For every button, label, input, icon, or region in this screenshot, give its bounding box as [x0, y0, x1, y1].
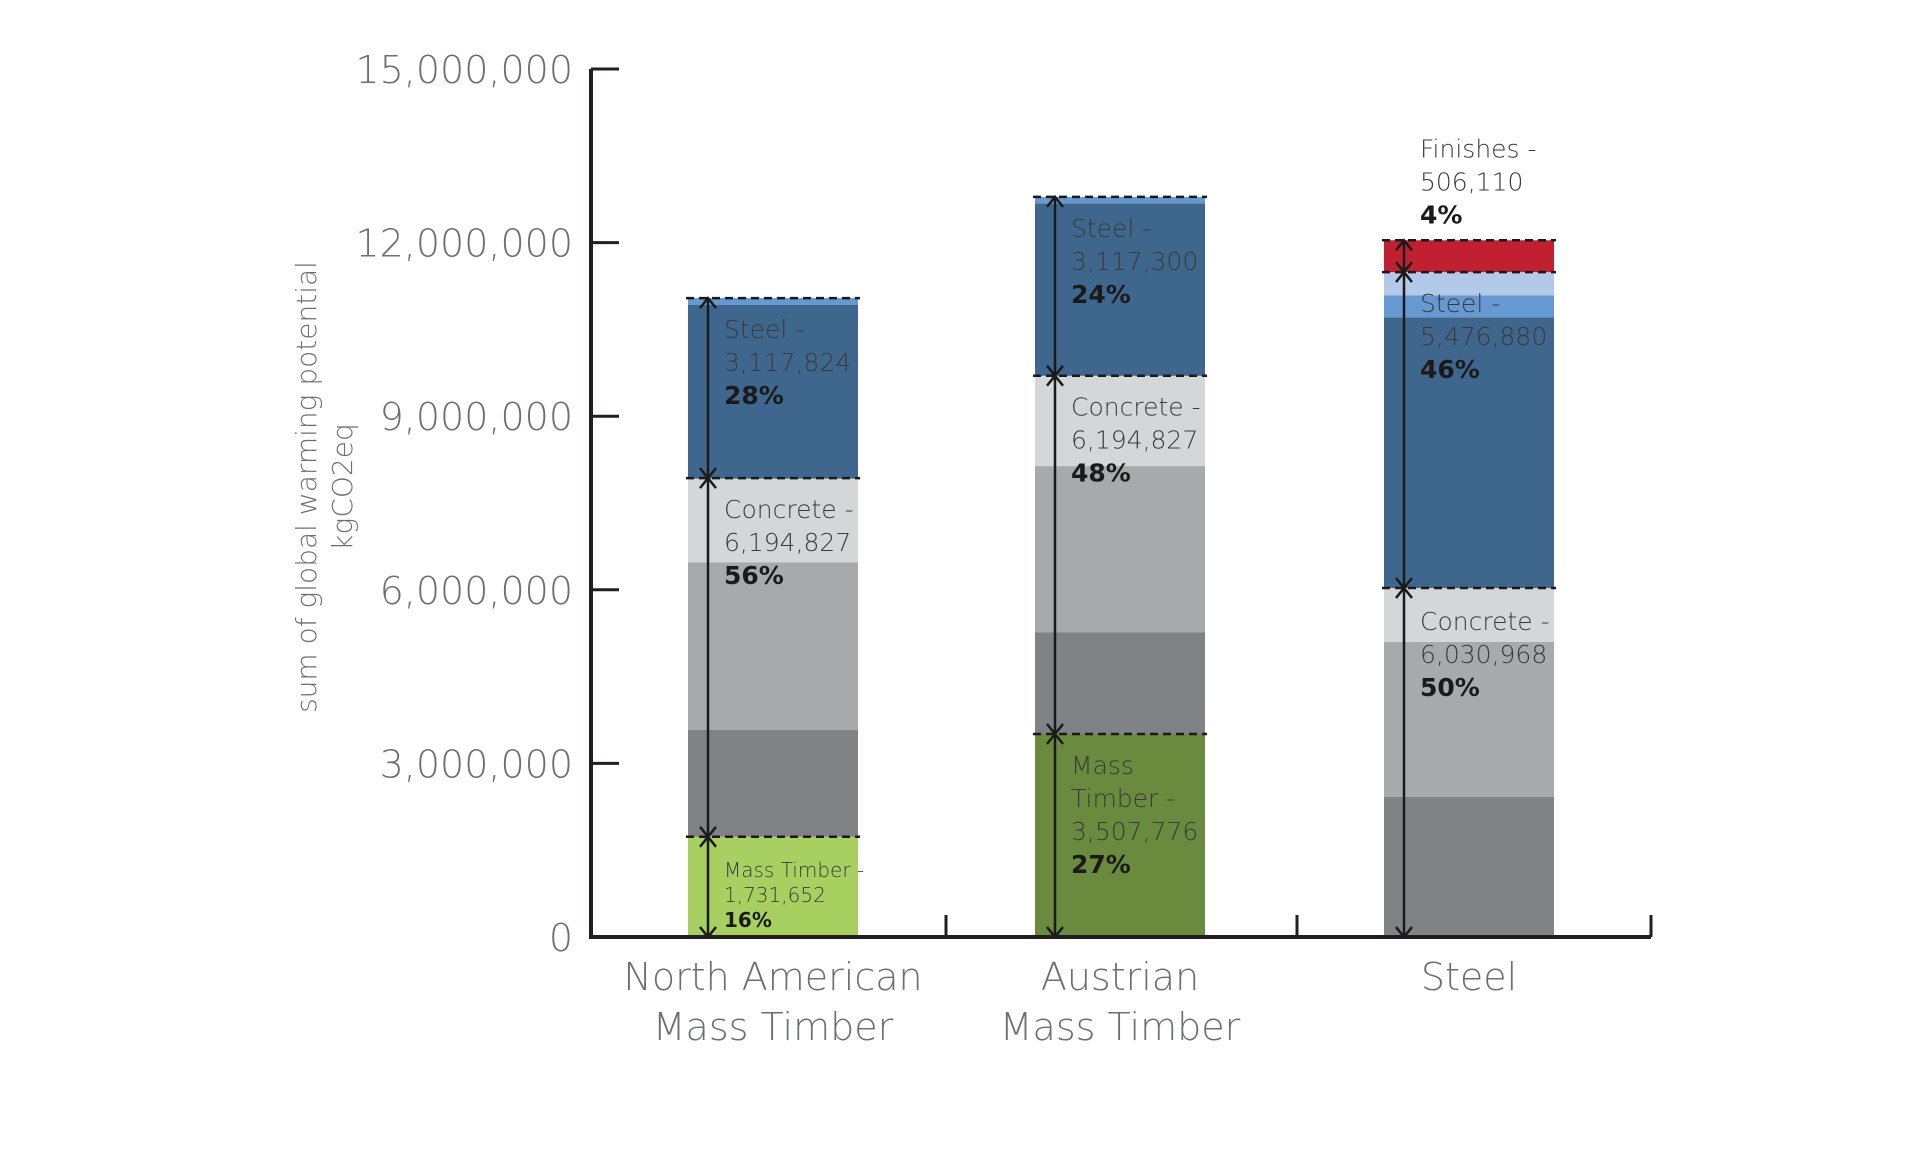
annotation-percent: 50%: [1420, 673, 1480, 702]
x-category-label: Mass Timber: [1000, 1005, 1241, 1049]
annotation-label: Concrete -: [1420, 607, 1550, 636]
x-category-label: Austrian: [1041, 955, 1199, 999]
annotation-percent: 16%: [724, 908, 772, 932]
bar-segment: [1384, 317, 1554, 589]
bar-segment: [1035, 203, 1205, 376]
arrow-head: [699, 467, 717, 481]
bar-segment: [1035, 197, 1205, 204]
bar-segment: [688, 478, 858, 563]
y-tick-label: 3,000,000: [380, 742, 573, 786]
y-tick-label: 15,000,000: [355, 48, 573, 92]
annotation-label: Mass: [1071, 751, 1134, 780]
arrow-head: [1046, 364, 1064, 378]
x-category-label: Mass Timber: [653, 1005, 894, 1049]
annotation-label: Concrete -: [1071, 393, 1201, 422]
bar-segment: [1384, 641, 1554, 797]
bar-segment: [1035, 734, 1205, 937]
bar-segment: [688, 298, 858, 306]
annotation-label: Steel -: [724, 315, 804, 344]
arrow-head: [1395, 577, 1413, 591]
annotation-label: Mass Timber -: [724, 858, 864, 882]
annotation-percent: 28%: [724, 381, 784, 410]
annotation-percent: 48%: [1071, 459, 1131, 488]
annotation-label: 6,194,827: [724, 528, 851, 557]
annotation-label: 3,117,300: [1071, 247, 1198, 276]
bar-segment: [1384, 295, 1554, 318]
bar-segment: [688, 729, 858, 837]
annotation-percent: 27%: [1071, 850, 1131, 879]
annotation-percent: 56%: [724, 561, 784, 590]
bar-segment: [688, 836, 858, 937]
axes-layer: [589, 69, 1653, 939]
y-axis-title-line: sum of global warming potential: [290, 261, 323, 713]
annotation-percent: 4%: [1420, 200, 1462, 229]
annotation-label: 6,030,968: [1420, 640, 1547, 669]
annotation-label: 5,476,880: [1420, 322, 1547, 351]
annotation-percent: 24%: [1071, 280, 1131, 309]
x-axis-labels: North American Mass Timber Austrian Mass Ti…: [623, 955, 1517, 1049]
annotation-label: Concrete -: [724, 495, 854, 524]
annotation-label: Steel -: [1071, 214, 1151, 243]
arrow-head: [699, 296, 717, 309]
x-category-label: North American: [623, 955, 922, 999]
annotation-label: 1,731,652: [724, 883, 826, 907]
annotation-label: 3,507,776: [1071, 817, 1198, 846]
bar-segment: [1035, 632, 1205, 735]
y-tick-label: 6,000,000: [380, 569, 573, 613]
arrow-head: [699, 826, 717, 839]
annotation-label: 506,110: [1420, 167, 1523, 196]
arrow-head: [1046, 194, 1064, 208]
annotation-label: Finishes -: [1420, 134, 1537, 163]
annotation-label: Steel -: [1420, 289, 1500, 318]
bar-segment: [1384, 272, 1554, 296]
arrow-head: [1395, 238, 1413, 252]
y-axis-title-line: kgCO2eq: [326, 423, 359, 550]
bar-segment: [1384, 240, 1554, 273]
bar-segment: [1035, 375, 1205, 467]
annotation-label: 3,117,824: [724, 348, 851, 377]
x-category-label: Steel: [1421, 955, 1517, 999]
annotation-percent: 46%: [1420, 355, 1480, 384]
y-axis-title: sum of global warming potential kgCO2eq: [290, 261, 359, 713]
bar-segment: [688, 562, 858, 730]
y-axis-ticks: 0 3,000,000 6,000,000 9,000,000 12,000,000 15…: [355, 48, 619, 960]
annotation-label: 6,194,827: [1071, 426, 1198, 455]
arrow-head: [1046, 723, 1064, 737]
bar-segment: [688, 305, 858, 479]
arrow-head: [1395, 261, 1413, 275]
y-tick-label: 0: [549, 916, 573, 960]
y-tick-label: 12,000,000: [355, 222, 573, 266]
annotation-label: Timber -: [1071, 784, 1175, 813]
y-tick-label: 9,000,000: [380, 395, 573, 439]
bar-segment: [1035, 466, 1205, 633]
bars-layer: [688, 197, 1554, 937]
bar-segment: [1384, 796, 1554, 937]
